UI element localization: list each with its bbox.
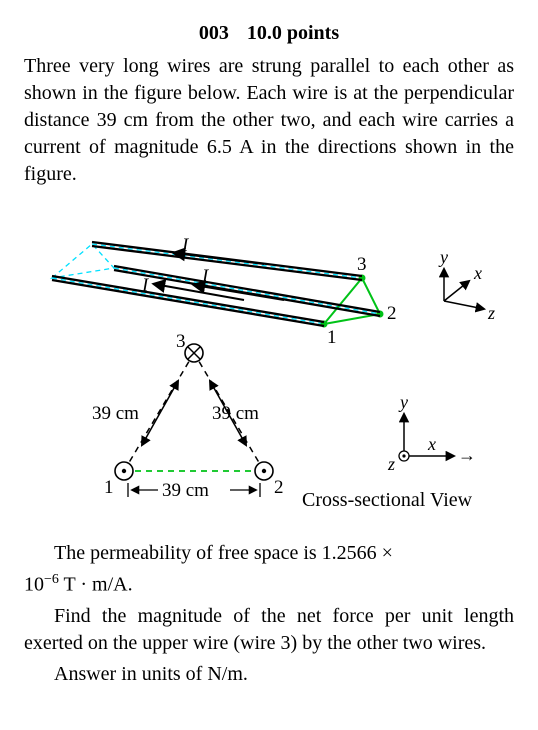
problem-points: 10.0 points — [247, 22, 339, 44]
figure: I I I 3 2 1 y x z 3 — [24, 206, 514, 526]
svg-text:I: I — [201, 266, 210, 287]
svg-text:1: 1 — [327, 327, 337, 348]
figure-caption: Cross-sectional View — [302, 489, 473, 511]
cross-section: 3 1 2 39 cm 39 cm 39 cm — [92, 331, 284, 501]
permeability-line: The permeability of free space is 1.2566… — [24, 540, 514, 567]
svg-text:z: z — [487, 303, 495, 323]
svg-text:→: → — [458, 445, 476, 465]
svg-text:1: 1 — [104, 477, 114, 498]
axes-2d: y x → z — [387, 392, 476, 474]
prism-3d: I I I 3 2 1 — [52, 235, 397, 348]
problem-number: 003 — [199, 22, 229, 44]
permeability-line-2: 10−6 T · m/A. — [24, 571, 514, 599]
problem-intro: Three very long wires are strung paralle… — [24, 53, 514, 188]
svg-text:3: 3 — [357, 254, 367, 275]
svg-text:39 cm: 39 cm — [162, 480, 209, 501]
svg-text:y: y — [398, 392, 408, 412]
svg-text:I: I — [181, 235, 190, 256]
svg-text:z: z — [387, 454, 395, 474]
axes-3d: y x z — [438, 247, 495, 323]
svg-text:3: 3 — [176, 331, 186, 352]
problem-header: 003 10.0 points — [24, 20, 514, 47]
svg-text:2: 2 — [387, 303, 397, 324]
question-text: Find the magnitude of the net force per … — [24, 603, 514, 657]
svg-text:39 cm: 39 cm — [212, 403, 259, 424]
svg-text:y: y — [438, 247, 448, 267]
diagram-svg: I I I 3 2 1 y x z 3 — [24, 206, 514, 526]
svg-text:2: 2 — [274, 477, 284, 498]
svg-text:x: x — [473, 263, 482, 283]
svg-text:39 cm: 39 cm — [92, 403, 139, 424]
svg-text:x: x — [427, 434, 436, 454]
answer-units: Answer in units of N/m. — [24, 661, 514, 688]
